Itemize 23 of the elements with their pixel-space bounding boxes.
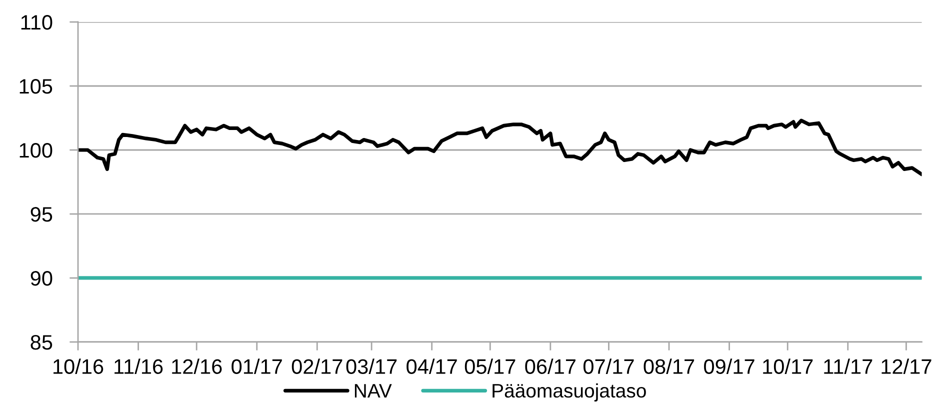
x-tick-label: 05/17 [464,358,516,374]
y-tick-label: 90 [30,270,52,286]
y-tick-label: 85 [30,334,52,350]
x-tick-label: 10/17 [763,358,813,374]
x-tick-label: 06/17 [525,358,576,374]
x-tick-label: 09/17 [704,358,754,374]
x-tick-label: 01/17 [232,358,282,374]
y-tick-label: 100 [20,142,52,158]
x-tick-label: 08/17 [644,358,694,374]
legend-label: Pääomasuojataso [492,383,646,402]
y-tick-label: 110 [21,15,52,30]
y-tick-label: 95 [30,206,52,222]
x-tick-label: 11/17 [824,358,872,374]
x-tick-label: 02/17 [292,358,342,374]
x-tick-label: 12/17 [882,358,932,374]
x-tick-label: 04/17 [406,358,457,374]
y-tick-label: 105 [20,78,52,94]
legend-label: NAV [354,384,392,398]
x-tick-label: 10/16 [54,358,104,374]
x-tick-label: 12/16 [172,358,222,374]
x-tick-label: 11/16 [114,358,163,374]
x-tick-label: 07/17 [583,358,634,374]
x-tick-label: 03/17 [346,358,397,374]
